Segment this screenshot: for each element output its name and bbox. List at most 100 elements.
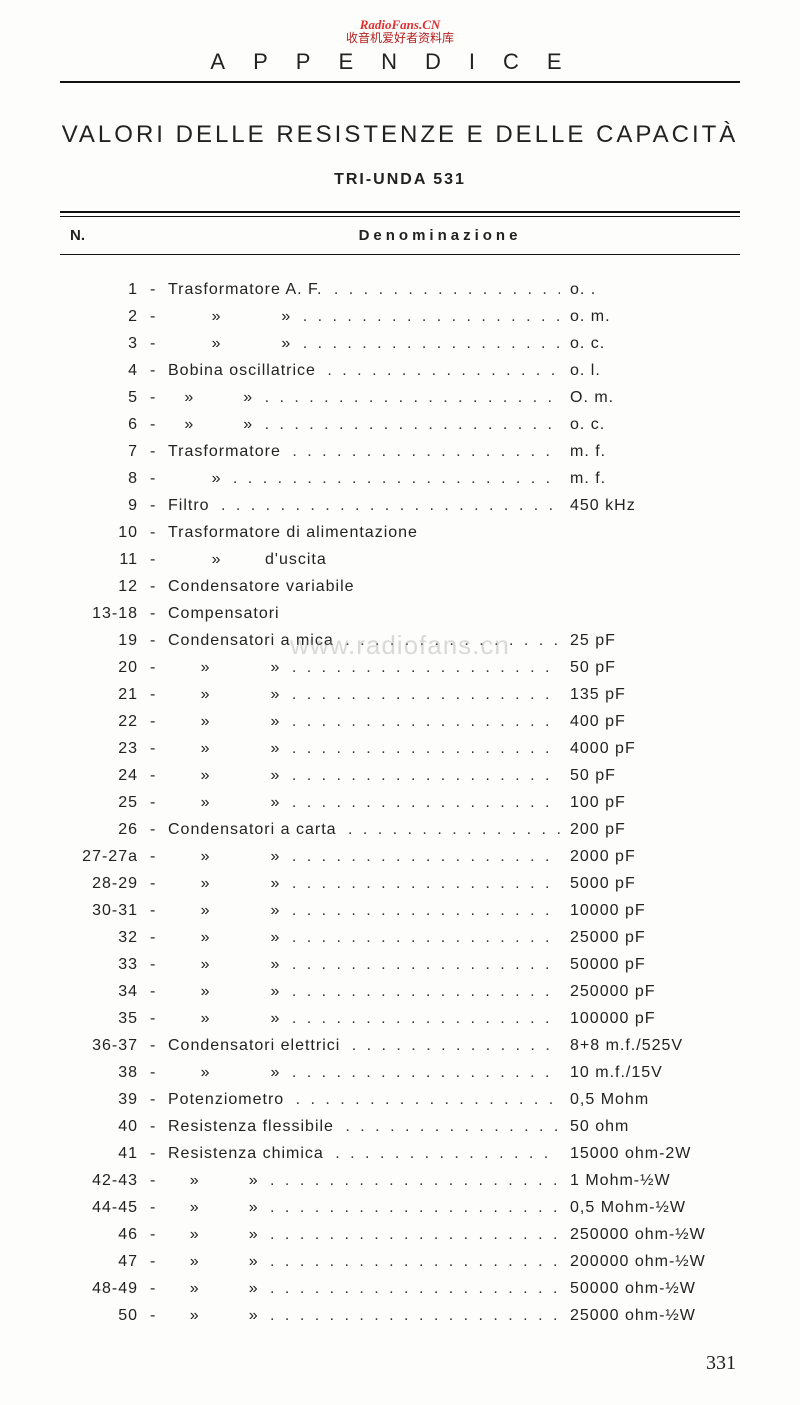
component-list: 1-Trasformatore A. F. . . . . . . . . . … bbox=[60, 281, 740, 1334]
leader-dots: . . . . . . . . . . . . . . . . . . . . … bbox=[225, 470, 560, 487]
leader-dots: . . . . . . . . . . . . . . . . . . . . … bbox=[263, 1307, 560, 1324]
rule-double bbox=[60, 211, 740, 217]
row-dash: - bbox=[150, 1010, 168, 1028]
row-dash: - bbox=[150, 1172, 168, 1190]
table-row: 22- » » . . . . . . . . . . . . . . . . … bbox=[60, 713, 740, 740]
row-description: » » . . . . . . . . . . . . . . . . . . … bbox=[168, 956, 560, 974]
row-dash: - bbox=[150, 1307, 168, 1325]
table-row: 5- » » . . . . . . . . . . . . . . . . .… bbox=[60, 389, 740, 416]
row-dash: - bbox=[150, 821, 168, 839]
table-row: 50- » » . . . . . . . . . . . . . . . . … bbox=[60, 1307, 740, 1334]
row-description: » » . . . . . . . . . . . . . . . . . . … bbox=[168, 875, 560, 893]
row-dash: - bbox=[150, 443, 168, 461]
row-value: m. f. bbox=[560, 470, 740, 488]
row-description: Trasformatore di alimentazione bbox=[168, 524, 560, 542]
row-description: Condensatori elettrici . . . . . . . . .… bbox=[168, 1037, 560, 1055]
table-row: 8- » . . . . . . . . . . . . . . . . . .… bbox=[60, 470, 740, 497]
row-description: Resistenza flessibile . . . . . . . . . … bbox=[168, 1118, 560, 1136]
row-description: » » . . . . . . . . . . . . . . . . . . … bbox=[168, 1280, 560, 1298]
row-number: 50 bbox=[60, 1307, 150, 1325]
row-dash: - bbox=[150, 524, 168, 542]
watermark-line2: 收音机爱好者资料库 bbox=[60, 32, 740, 45]
row-value: 50 pF bbox=[560, 659, 740, 677]
row-dash: - bbox=[150, 632, 168, 650]
row-description: Condensatore variabile bbox=[168, 578, 560, 596]
table-row: 44-45- » » . . . . . . . . . . . . . . .… bbox=[60, 1199, 740, 1226]
row-number: 6 bbox=[60, 416, 150, 434]
column-headers: N. Denominazione bbox=[60, 227, 740, 244]
row-dash: - bbox=[150, 875, 168, 893]
row-number: 11 bbox=[60, 551, 150, 569]
row-number: 39 bbox=[60, 1091, 150, 1109]
row-description: » » . . . . . . . . . . . . . . . . . . … bbox=[168, 1010, 560, 1028]
row-value: o. c. bbox=[560, 335, 740, 353]
leader-dots: . . . . . . . . . . . . . . . . . . . . … bbox=[285, 443, 560, 460]
row-value: 4000 pF bbox=[560, 740, 740, 758]
row-number: 4 bbox=[60, 362, 150, 380]
leader-dots: . . . . . . . . . . . . . . . . . . . . … bbox=[328, 1145, 560, 1162]
row-description: » » . . . . . . . . . . . . . . . . . . … bbox=[168, 848, 560, 866]
row-dash: - bbox=[150, 1199, 168, 1217]
row-number: 23 bbox=[60, 740, 150, 758]
table-row: 6- » » . . . . . . . . . . . . . . . . .… bbox=[60, 416, 740, 443]
row-description: » » . . . . . . . . . . . . . . . . . . … bbox=[168, 929, 560, 947]
row-number: 21 bbox=[60, 686, 150, 704]
leader-dots: . . . . . . . . . . . . . . . . . . . . … bbox=[284, 659, 560, 676]
row-dash: - bbox=[150, 1280, 168, 1298]
table-row: 38- » » . . . . . . . . . . . . . . . . … bbox=[60, 1064, 740, 1091]
leader-dots: . . . . . . . . . . . . . . . . . . . . … bbox=[338, 632, 560, 649]
row-number: 34 bbox=[60, 983, 150, 1001]
table-row: 13-18-Compensatori bbox=[60, 605, 740, 632]
row-number: 24 bbox=[60, 767, 150, 785]
row-dash: - bbox=[150, 1253, 168, 1271]
row-dash: - bbox=[150, 1118, 168, 1136]
row-description: Compensatori bbox=[168, 605, 560, 623]
row-description: Filtro . . . . . . . . . . . . . . . . .… bbox=[168, 497, 560, 515]
row-dash: - bbox=[150, 416, 168, 434]
row-dash: - bbox=[150, 281, 168, 299]
row-value: 25 pF bbox=[560, 632, 740, 650]
row-number: 22 bbox=[60, 713, 150, 731]
row-number: 9 bbox=[60, 497, 150, 515]
table-row: 26-Condensatori a carta . . . . . . . . … bbox=[60, 821, 740, 848]
row-number: 25 bbox=[60, 794, 150, 812]
row-number: 8 bbox=[60, 470, 150, 488]
row-value: 8+8 m.f./525V bbox=[560, 1037, 740, 1055]
row-number: 33 bbox=[60, 956, 150, 974]
leader-dots: . . . . . . . . . . . . . . . . . . . . … bbox=[341, 821, 560, 838]
row-description: » » . . . . . . . . . . . . . . . . . . … bbox=[168, 659, 560, 677]
table-row: 7-Trasformatore . . . . . . . . . . . . … bbox=[60, 443, 740, 470]
row-number: 41 bbox=[60, 1145, 150, 1163]
row-value: m. f. bbox=[560, 443, 740, 461]
row-number: 28-29 bbox=[60, 875, 150, 893]
row-value: 1 Mohm-½W bbox=[560, 1172, 740, 1190]
row-value: 10 m.f./15V bbox=[560, 1064, 740, 1082]
row-description: » » . . . . . . . . . . . . . . . . . . … bbox=[168, 308, 560, 326]
row-number: 48-49 bbox=[60, 1280, 150, 1298]
row-dash: - bbox=[150, 983, 168, 1001]
table-row: 27-27a- » » . . . . . . . . . . . . . . … bbox=[60, 848, 740, 875]
row-dash: - bbox=[150, 389, 168, 407]
row-dash: - bbox=[150, 1226, 168, 1244]
row-number: 30-31 bbox=[60, 902, 150, 920]
row-dash: - bbox=[150, 578, 168, 596]
page-number: 331 bbox=[60, 1352, 740, 1375]
row-number: 5 bbox=[60, 389, 150, 407]
row-value: 2000 pF bbox=[560, 848, 740, 866]
row-number: 38 bbox=[60, 1064, 150, 1082]
table-row: 19-Condensatori a mica . . . . . . . . .… bbox=[60, 632, 740, 659]
row-value: o. . bbox=[560, 281, 740, 299]
row-description: » » . . . . . . . . . . . . . . . . . . … bbox=[168, 713, 560, 731]
leader-dots: . . . . . . . . . . . . . . . . . . . . … bbox=[288, 1091, 560, 1108]
table-row: 48-49- » » . . . . . . . . . . . . . . .… bbox=[60, 1280, 740, 1307]
row-number: 44-45 bbox=[60, 1199, 150, 1217]
row-description: » » . . . . . . . . . . . . . . . . . . … bbox=[168, 1064, 560, 1082]
leader-dots: . . . . . . . . . . . . . . . . . . . . … bbox=[295, 308, 560, 325]
row-value: 100 pF bbox=[560, 794, 740, 812]
row-value: 10000 pF bbox=[560, 902, 740, 920]
row-description: » d'uscita bbox=[168, 551, 560, 569]
leader-dots: . . . . . . . . . . . . . . . . . . . . … bbox=[284, 875, 560, 892]
row-description: » . . . . . . . . . . . . . . . . . . . … bbox=[168, 470, 560, 488]
table-row: 36-37-Condensatori elettrici . . . . . .… bbox=[60, 1037, 740, 1064]
row-dash: - bbox=[150, 902, 168, 920]
